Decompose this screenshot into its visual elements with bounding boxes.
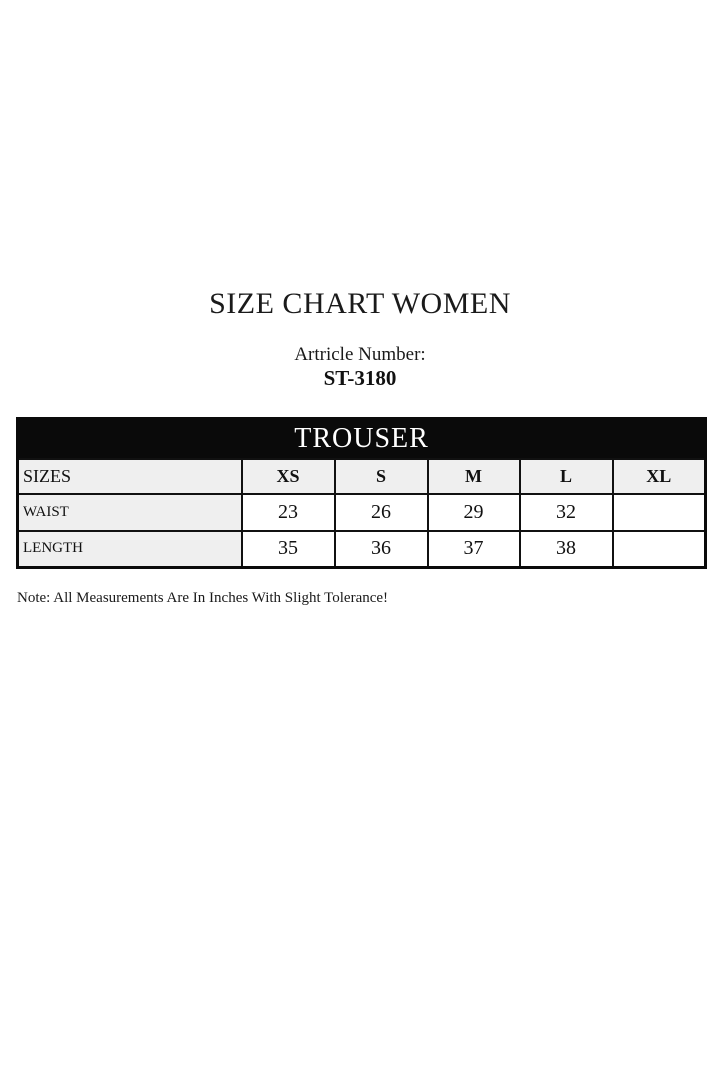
column-header-m: M <box>426 457 521 495</box>
cell-length-s: 36 <box>333 529 429 569</box>
table-row-length: LENGTH 35 36 37 38 <box>16 529 707 569</box>
size-chart-table: TROUSER SIZES XS S M L XL WAIST 23 26 29… <box>16 417 708 569</box>
article-number-value: ST-3180 <box>323 366 397 390</box>
cell-length-l: 38 <box>518 529 614 569</box>
row-label-waist: WAIST <box>16 492 243 532</box>
table-caption: TROUSER <box>16 417 707 460</box>
note-text: Note: All Measurements Are In Inches Wit… <box>17 590 389 606</box>
cell-waist-m: 29 <box>426 492 521 532</box>
column-header-xs: XS <box>240 457 336 495</box>
column-header-l: L <box>518 457 614 495</box>
page-title: SIZE CHART WOMEN <box>209 287 511 320</box>
column-header-s: S <box>333 457 429 495</box>
table-header-row: SIZES XS S M L XL <box>16 457 707 495</box>
row-label-length: LENGTH <box>16 529 243 569</box>
cell-length-xl <box>611 529 707 569</box>
column-header-xl: XL <box>611 457 707 495</box>
table-row-waist: WAIST 23 26 29 32 <box>16 492 707 532</box>
cell-waist-xs: 23 <box>240 492 336 532</box>
cell-waist-xl <box>611 492 707 532</box>
table-caption-row: TROUSER <box>16 417 707 460</box>
cell-waist-l: 32 <box>518 492 614 532</box>
cell-waist-s: 26 <box>333 492 429 532</box>
cell-length-xs: 35 <box>240 529 336 569</box>
article-number-label: Artricle Number: <box>294 344 426 365</box>
cell-length-m: 37 <box>426 529 521 569</box>
column-header-sizes: SIZES <box>16 457 243 495</box>
